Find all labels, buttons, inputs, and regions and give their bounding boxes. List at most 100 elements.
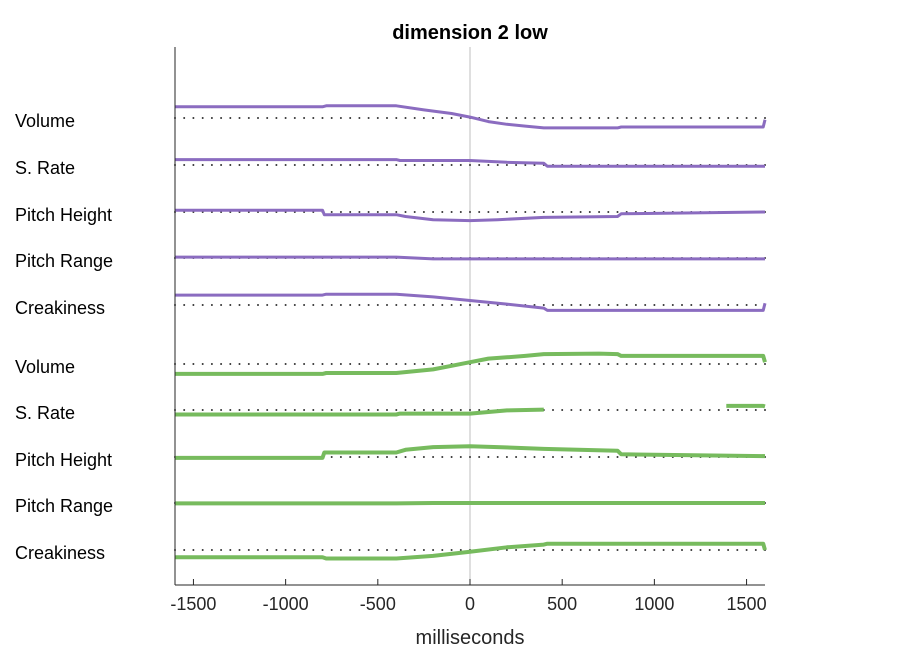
baseline-dot	[469, 304, 471, 306]
baseline-dot	[542, 549, 545, 551]
baseline-dot	[681, 409, 683, 411]
baseline-dot	[524, 549, 527, 551]
baseline-dot	[413, 117, 416, 119]
baseline-dot	[247, 549, 250, 551]
baseline-dot	[579, 117, 582, 119]
row-label: Creakiness	[15, 543, 105, 563]
baseline-dot	[293, 409, 296, 411]
baseline-dot	[588, 304, 591, 306]
baseline-dot	[681, 117, 683, 119]
baseline-dot	[542, 363, 545, 365]
baseline-dot	[579, 409, 582, 411]
baseline-dot	[413, 363, 416, 365]
series-line-pitch-range-purple	[175, 255, 765, 261]
baseline-dot	[579, 456, 582, 458]
baseline-dot	[450, 409, 453, 411]
x-tick-label: 1500	[727, 594, 767, 614]
baseline-dot	[321, 409, 324, 411]
baseline-dot	[478, 409, 481, 411]
baseline-dot	[413, 211, 416, 213]
baseline-dot	[459, 456, 462, 458]
baseline-dot	[634, 456, 637, 458]
baseline-dot	[441, 409, 444, 411]
baseline-dot	[339, 117, 342, 119]
baseline-dot	[413, 549, 416, 551]
baseline-dot	[312, 363, 315, 365]
baseline-dot	[422, 363, 425, 365]
baseline-dot	[561, 409, 564, 411]
baseline-dot	[358, 117, 361, 119]
baseline-dot	[469, 409, 471, 411]
baseline-dot	[257, 164, 259, 166]
baseline-dot	[229, 304, 232, 306]
baseline-dot	[671, 304, 674, 306]
series-line-pitch-height-purple	[175, 208, 766, 223]
baseline-dot	[192, 304, 195, 306]
baseline-dot	[598, 304, 601, 306]
baseline-dot	[210, 117, 213, 119]
baseline-dot	[505, 164, 508, 166]
baseline-dot	[552, 363, 554, 365]
baseline-dot	[754, 549, 757, 551]
baseline-dot	[303, 304, 306, 306]
baseline-dot	[607, 363, 610, 365]
baseline-dot	[238, 304, 241, 306]
baseline-dot	[690, 549, 693, 551]
baseline-dot	[395, 456, 398, 458]
baseline-dot	[533, 363, 536, 365]
baseline-dot	[598, 549, 601, 551]
baseline-dot	[386, 549, 388, 551]
baseline-dot	[312, 117, 315, 119]
baseline-dot	[671, 549, 674, 551]
baseline-dot-row	[174, 117, 766, 119]
baseline-dot	[505, 363, 508, 365]
row-label: S. Rate	[15, 403, 75, 423]
series-line-volume-green	[175, 351, 767, 376]
baseline-dot	[570, 211, 573, 213]
baseline-dot	[588, 549, 591, 551]
baseline-dot	[745, 117, 748, 119]
row-label: Pitch Height	[15, 450, 112, 470]
baseline-dot	[266, 363, 269, 365]
baseline-dot	[690, 117, 693, 119]
baseline-dot	[745, 409, 748, 411]
baseline-dot	[607, 409, 610, 411]
baseline-dot	[220, 409, 223, 411]
baseline-dot	[238, 549, 241, 551]
baseline-dot	[505, 117, 508, 119]
baseline-dot	[422, 409, 425, 411]
baseline-dot	[478, 164, 481, 166]
baseline-dot	[616, 304, 619, 306]
baseline-dot	[201, 304, 204, 306]
baseline-dot	[570, 409, 573, 411]
baseline-dot	[201, 549, 204, 551]
baseline-dot	[330, 456, 333, 458]
baseline-dot	[487, 117, 490, 119]
baseline-dot	[487, 363, 490, 365]
baseline-dot	[376, 211, 379, 213]
baseline-dot	[284, 117, 287, 119]
baseline-dot	[699, 409, 702, 411]
baseline-dot	[764, 363, 766, 365]
baseline-dot	[607, 304, 610, 306]
baseline-dot	[616, 409, 619, 411]
baseline-dot	[570, 549, 573, 551]
baseline-dot	[736, 409, 739, 411]
baseline-dot	[432, 211, 435, 213]
baseline-dot	[515, 363, 518, 365]
baseline-dot	[275, 549, 278, 551]
baseline-dot	[192, 363, 195, 365]
baseline-dot	[764, 117, 766, 119]
baseline-dot	[349, 164, 352, 166]
baseline-dot	[662, 117, 665, 119]
baseline-dot	[247, 304, 250, 306]
baseline-dot	[367, 211, 370, 213]
baseline-dot	[634, 304, 637, 306]
baseline-dot	[496, 211, 499, 213]
baseline-dot	[681, 549, 683, 551]
x-tick-label: -1500	[170, 594, 216, 614]
series-line-s-rate-green	[726, 403, 766, 409]
baseline-dot	[625, 363, 628, 365]
series-line-s-rate-green	[175, 407, 544, 417]
baseline-dot	[284, 363, 287, 365]
